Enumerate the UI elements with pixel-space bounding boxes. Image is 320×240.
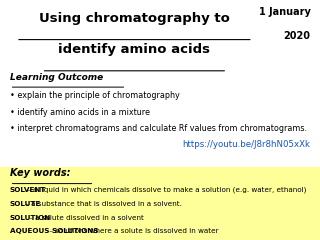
Text: identify amino acids: identify amino acids (59, 43, 211, 56)
Text: • identify amino acids in a mixture: • identify amino acids in a mixture (10, 108, 150, 116)
Text: https://youtu.be/J8r8hN05xXk: https://youtu.be/J8r8hN05xXk (182, 140, 310, 149)
Text: – solutions where a solute is dissolved in water: – solutions where a solute is dissolved … (47, 228, 218, 234)
Text: • interpret chromatograms and calculate Rf values from chromatograms.: • interpret chromatograms and calculate … (10, 124, 307, 133)
Text: 2020: 2020 (284, 31, 310, 41)
Text: – a substance that is dissolved in a solvent.: – a substance that is dissolved in a sol… (23, 201, 181, 207)
Text: SOLUTION: SOLUTION (10, 215, 51, 221)
FancyBboxPatch shape (0, 167, 320, 240)
Text: – a solute dissolved in a solvent: – a solute dissolved in a solvent (27, 215, 144, 221)
Text: Learning Outcome: Learning Outcome (10, 73, 103, 82)
Text: Key words:: Key words: (10, 168, 70, 178)
Text: • explain the principle of chromatography: • explain the principle of chromatograph… (10, 91, 179, 100)
Text: AQUEOUS SOLUTIONS: AQUEOUS SOLUTIONS (10, 228, 98, 234)
Text: SOLUTE: SOLUTE (10, 201, 41, 207)
Text: SOLVENT: SOLVENT (10, 187, 46, 193)
Text: 1 January: 1 January (259, 7, 310, 17)
Text: Using chromatography to: Using chromatography to (39, 12, 230, 25)
Text: – a liquid in which chemicals dissolve to make a solution (e.g. water, ethanol): – a liquid in which chemicals dissolve t… (25, 187, 306, 193)
